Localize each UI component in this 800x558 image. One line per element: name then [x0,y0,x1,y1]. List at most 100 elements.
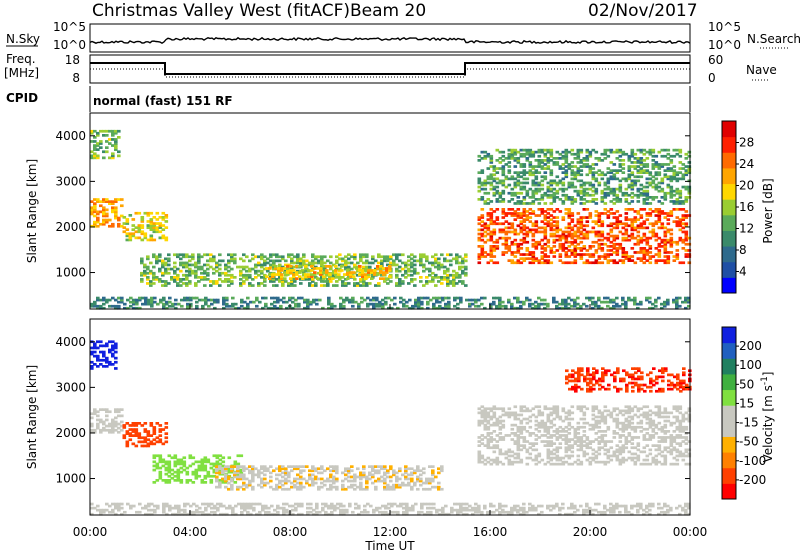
velocity-cell [183,456,187,459]
power-cell [117,136,121,139]
velocity-cell [114,351,118,354]
velocity-cell [437,482,441,485]
velocity-cell [583,430,587,433]
power-cell [132,218,136,221]
velocity-cell [138,432,142,435]
power-cell [422,264,426,267]
power-cell [218,268,222,271]
velocity-cell [637,442,641,445]
velocity-cell [120,408,124,411]
power-cell [496,186,500,189]
power-cell [613,163,617,166]
velocity-cell [204,465,208,468]
velocity-cell [643,451,647,454]
power-cell [176,274,180,277]
velocity-cell [234,481,238,484]
velocity-cell [105,419,109,422]
velocity-cell [541,412,545,415]
power-cell [556,216,560,219]
power-cell [496,261,500,264]
power-cell [447,301,451,304]
power-cell [275,284,279,287]
nsky-series-line [90,38,690,43]
velocity-cell [440,465,444,468]
power-cell [230,280,234,283]
power-cell [643,233,647,236]
power-colorbar-tick-label: 28 [739,136,754,150]
velocity-cell [631,442,635,445]
power-cell [149,262,153,265]
power-cell [337,273,341,276]
velocity-cell [102,351,106,354]
velocity-cell [586,436,590,439]
power-cell [688,237,692,240]
power-cell [678,305,682,308]
power-cell [268,267,272,270]
power-cell [447,297,451,300]
velocity-cell [535,442,539,445]
power-cell [225,297,229,300]
power-cell [595,151,599,154]
velocity-cell [398,478,402,481]
velocity-cell [135,445,139,448]
power-cell [446,268,450,271]
power-cell [595,163,599,166]
power-cell [502,198,506,201]
power-cell [622,167,626,170]
power-cell [622,247,626,250]
nsky-panel-frame [90,24,690,52]
power-cell [264,297,268,300]
velocity-cell [159,424,163,427]
velocity-cell [619,440,623,443]
velocity-cell [610,459,614,462]
power-cell [141,216,145,219]
velocity-cell [218,482,222,485]
power-cell [619,198,623,201]
power-cell [419,280,423,283]
velocity-cell [583,418,587,421]
power-cell [323,255,327,258]
power-cell [328,273,332,276]
power-cell [167,272,171,275]
velocity-cell [538,430,542,433]
power-cell [631,247,635,250]
power-cell [375,297,379,300]
power-cell [514,165,518,168]
velocity-cell [320,465,324,468]
nsearch-tick-top: 10^5 [708,20,741,34]
power-cell [658,249,662,252]
power-cell [580,169,584,172]
power-cell [428,268,432,271]
velocity-cell [562,407,566,410]
velocity-cell [153,426,157,429]
velocity-cell [422,467,426,470]
velocity-cell [183,461,187,464]
power-cell [218,253,222,256]
velocity-cell [553,424,557,427]
power-colorbar-label: Power [dB] [761,178,775,243]
power-cell [556,175,560,178]
velocity-cell [431,469,435,472]
power-colorbar-tick-label: 20 [739,179,754,193]
power-cell [420,301,424,304]
velocity-cell [269,476,273,479]
velocity-cell [335,486,339,489]
power-cell [571,182,575,185]
velocity-cell [180,479,184,482]
velocity-cell [556,405,560,408]
velocity-cell [577,455,581,458]
velocity-cell [269,480,273,483]
power-cell [516,297,520,300]
power-cell [481,245,485,248]
power-cell [498,297,502,300]
power-cell [616,194,620,197]
power-cell [141,224,145,227]
power-cell [655,196,659,199]
power-cell [592,245,596,248]
power-cell [461,280,465,283]
power-cell [105,134,109,137]
power-cell [508,165,512,168]
velocity-cell [583,426,587,429]
velocity-cell [649,453,653,456]
power-cell [401,280,405,283]
